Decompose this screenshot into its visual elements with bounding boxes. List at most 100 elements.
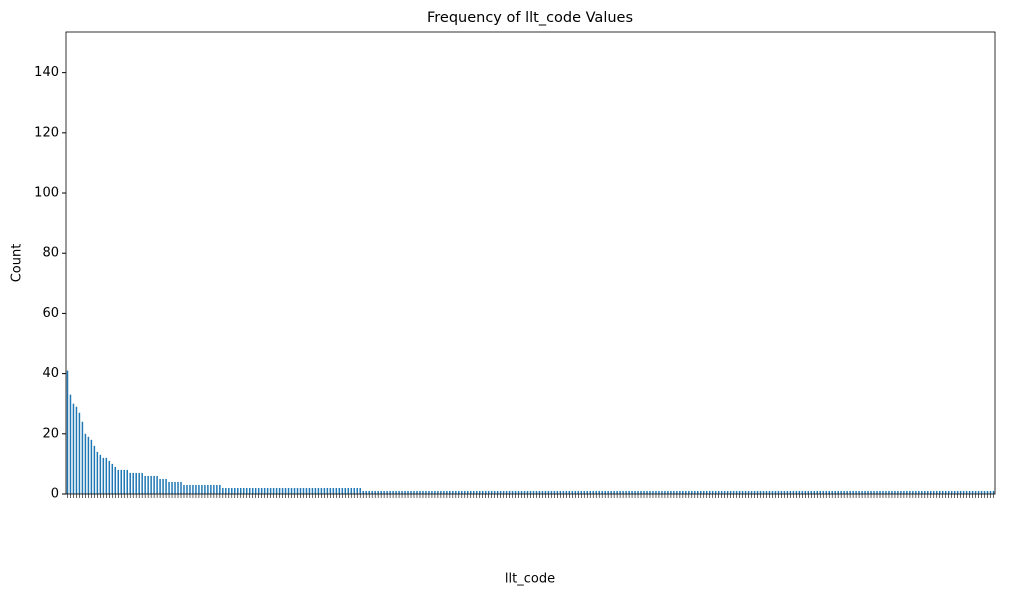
bar [66, 370, 69, 494]
bar [440, 490, 442, 494]
bar [852, 490, 854, 494]
bar [565, 490, 568, 494]
bar [225, 487, 227, 494]
bar [906, 490, 908, 494]
bar [586, 490, 589, 494]
bar [616, 490, 618, 494]
bar [598, 490, 600, 494]
bar [374, 490, 376, 494]
bar [395, 490, 397, 494]
bar [610, 490, 612, 494]
bar [201, 484, 203, 494]
bar [547, 490, 550, 494]
bar [458, 490, 460, 494]
bar [670, 490, 672, 494]
bar [562, 490, 565, 494]
bar [723, 490, 726, 494]
bar [685, 490, 687, 494]
bar [287, 487, 290, 494]
bar [816, 490, 819, 494]
bar [873, 490, 875, 494]
bar [478, 490, 481, 494]
bar [428, 490, 430, 494]
bar [138, 472, 140, 494]
bar [123, 469, 125, 494]
bar [257, 487, 260, 494]
bar [284, 487, 287, 494]
bar [592, 490, 594, 494]
bar [652, 490, 654, 494]
bar [490, 490, 493, 494]
bar [153, 475, 155, 494]
bar [924, 490, 926, 494]
bar [195, 484, 197, 494]
plot-frame [65, 31, 996, 495]
bar [302, 487, 305, 494]
bar [350, 487, 353, 494]
bar [879, 490, 881, 494]
bar [511, 490, 514, 494]
bar [487, 490, 490, 494]
bar [523, 490, 526, 494]
bar [245, 487, 248, 494]
bar [613, 490, 615, 494]
bar [526, 490, 529, 494]
bar [198, 484, 200, 494]
bar [568, 490, 571, 494]
bar [162, 478, 164, 494]
bar [804, 490, 807, 494]
bar [968, 490, 971, 494]
bar [729, 490, 732, 494]
bar [658, 490, 660, 494]
bar [795, 490, 798, 494]
y-tick-label: 80 [42, 246, 59, 261]
bar [380, 490, 382, 494]
chart-title: Frequency of llt_code Values [427, 10, 633, 26]
bar [676, 490, 678, 494]
bar [574, 490, 577, 494]
bar [768, 490, 771, 494]
bar [813, 490, 816, 494]
bar [332, 487, 335, 494]
bar [944, 490, 947, 494]
bar [732, 490, 735, 494]
bar [983, 490, 986, 494]
bar [962, 490, 965, 494]
bar [759, 490, 762, 494]
bar [843, 490, 845, 494]
bar [335, 487, 338, 494]
bar [329, 487, 332, 494]
bar [422, 490, 424, 494]
bar [452, 490, 454, 494]
bar [472, 490, 475, 494]
bar [120, 469, 123, 494]
y-tick-label: 20 [42, 426, 59, 441]
bar [714, 490, 717, 494]
bar [446, 490, 448, 494]
bar [263, 487, 266, 494]
bar [347, 487, 350, 494]
bar [266, 487, 269, 494]
bar [947, 490, 950, 494]
bar [649, 490, 651, 494]
bar [607, 490, 609, 494]
bar [864, 490, 866, 494]
bar [141, 472, 143, 494]
bar [308, 487, 311, 494]
bar [858, 490, 860, 494]
bar [144, 475, 146, 494]
bar [825, 490, 827, 494]
x-axis-label: llt_code [505, 572, 555, 587]
bar [980, 490, 983, 494]
bar [341, 487, 344, 494]
bar [111, 463, 114, 494]
bar [496, 490, 499, 494]
bar [604, 490, 606, 494]
bar [174, 481, 176, 494]
bar [927, 490, 929, 494]
bar [129, 472, 131, 494]
bar [254, 487, 257, 494]
bar [855, 490, 857, 494]
y-axis-label: Count [10, 244, 25, 283]
bar [553, 490, 556, 494]
